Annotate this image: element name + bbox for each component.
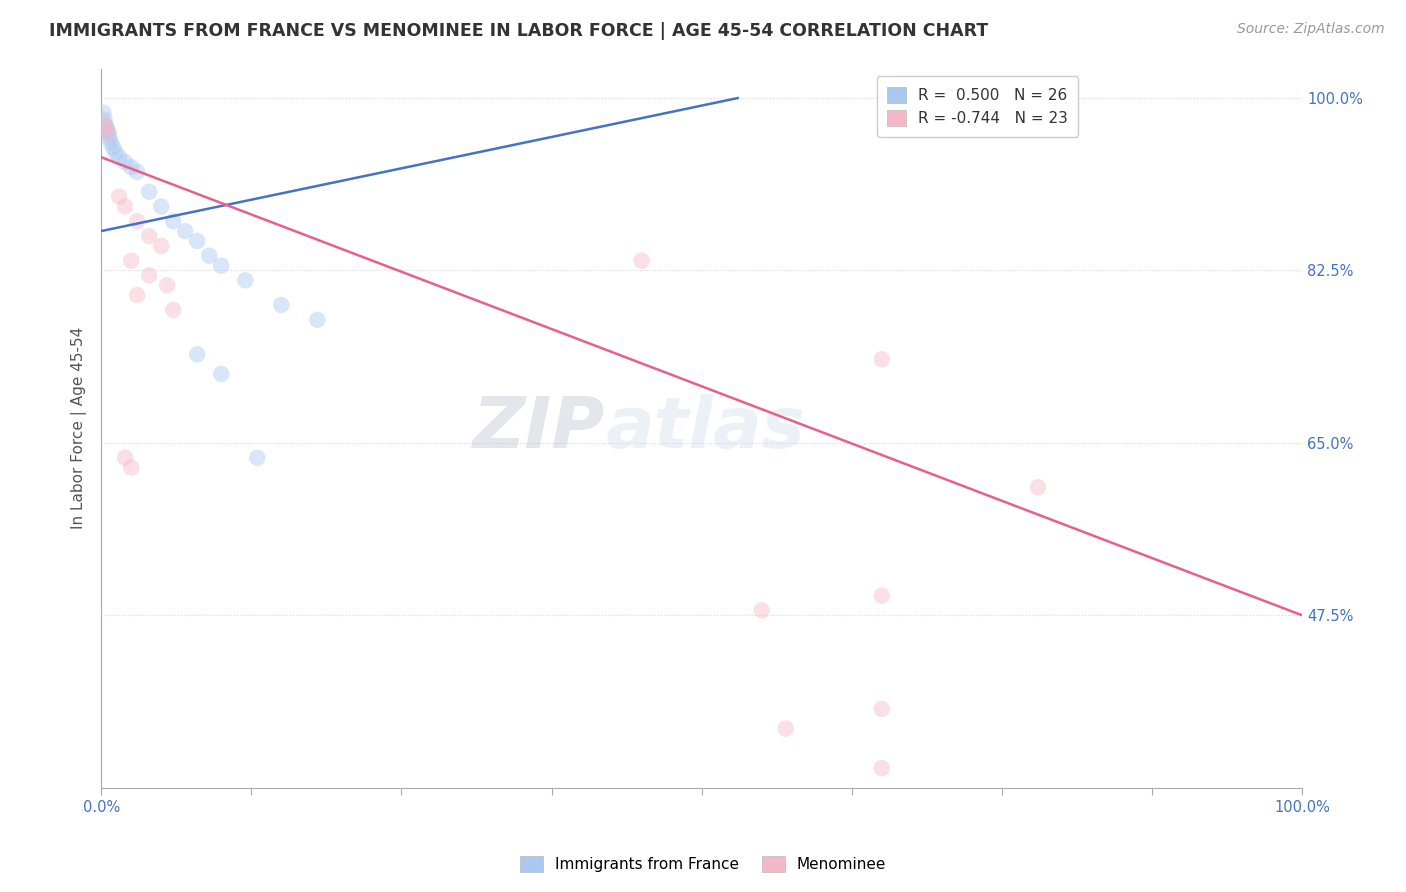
Point xyxy=(162,302,184,317)
Point xyxy=(138,268,160,283)
Point xyxy=(751,603,773,617)
Point xyxy=(870,352,893,367)
Point xyxy=(209,259,232,273)
Point xyxy=(246,450,269,465)
Point xyxy=(138,185,160,199)
Point xyxy=(150,239,173,253)
Point xyxy=(174,224,197,238)
Point xyxy=(97,126,120,140)
Point xyxy=(93,112,115,127)
Point xyxy=(101,140,124,154)
Point xyxy=(186,234,208,248)
Point xyxy=(127,165,149,179)
Point xyxy=(108,150,131,164)
Point xyxy=(127,214,149,228)
Point xyxy=(150,199,173,213)
Point xyxy=(100,136,122,150)
Point xyxy=(775,722,797,736)
Text: atlas: atlas xyxy=(606,393,806,463)
Text: Source: ZipAtlas.com: Source: ZipAtlas.com xyxy=(1237,22,1385,37)
Point xyxy=(108,189,131,203)
Point xyxy=(97,126,120,140)
Text: IMMIGRANTS FROM FRANCE VS MENOMINEE IN LABOR FORCE | AGE 45-54 CORRELATION CHART: IMMIGRANTS FROM FRANCE VS MENOMINEE IN L… xyxy=(49,22,988,40)
Point xyxy=(96,122,118,136)
Point xyxy=(270,298,292,312)
Point xyxy=(114,155,136,169)
Point xyxy=(233,273,256,287)
Point xyxy=(307,312,329,326)
Point xyxy=(120,253,142,268)
Point xyxy=(114,450,136,465)
Point xyxy=(162,214,184,228)
Point xyxy=(630,253,652,268)
Point xyxy=(98,130,121,145)
Point xyxy=(114,199,136,213)
Point xyxy=(186,347,208,361)
Point xyxy=(127,288,149,302)
Legend: R =  0.500   N = 26, R = -0.744   N = 23: R = 0.500 N = 26, R = -0.744 N = 23 xyxy=(876,76,1078,137)
Point xyxy=(1026,480,1049,494)
Point xyxy=(93,106,115,120)
Y-axis label: In Labor Force | Age 45-54: In Labor Force | Age 45-54 xyxy=(72,327,87,529)
Point xyxy=(138,229,160,244)
Point xyxy=(209,367,232,381)
Point xyxy=(870,761,893,775)
Point xyxy=(120,160,142,174)
Point xyxy=(870,702,893,716)
Legend: Immigrants from France, Menominee: Immigrants from France, Menominee xyxy=(512,848,894,880)
Point xyxy=(156,278,179,293)
Text: ZIP: ZIP xyxy=(474,393,606,463)
Point xyxy=(198,249,221,263)
Point xyxy=(93,116,115,130)
Point xyxy=(870,589,893,603)
Point xyxy=(94,119,117,133)
Point xyxy=(120,460,142,475)
Point xyxy=(94,120,117,135)
Point xyxy=(104,145,127,160)
